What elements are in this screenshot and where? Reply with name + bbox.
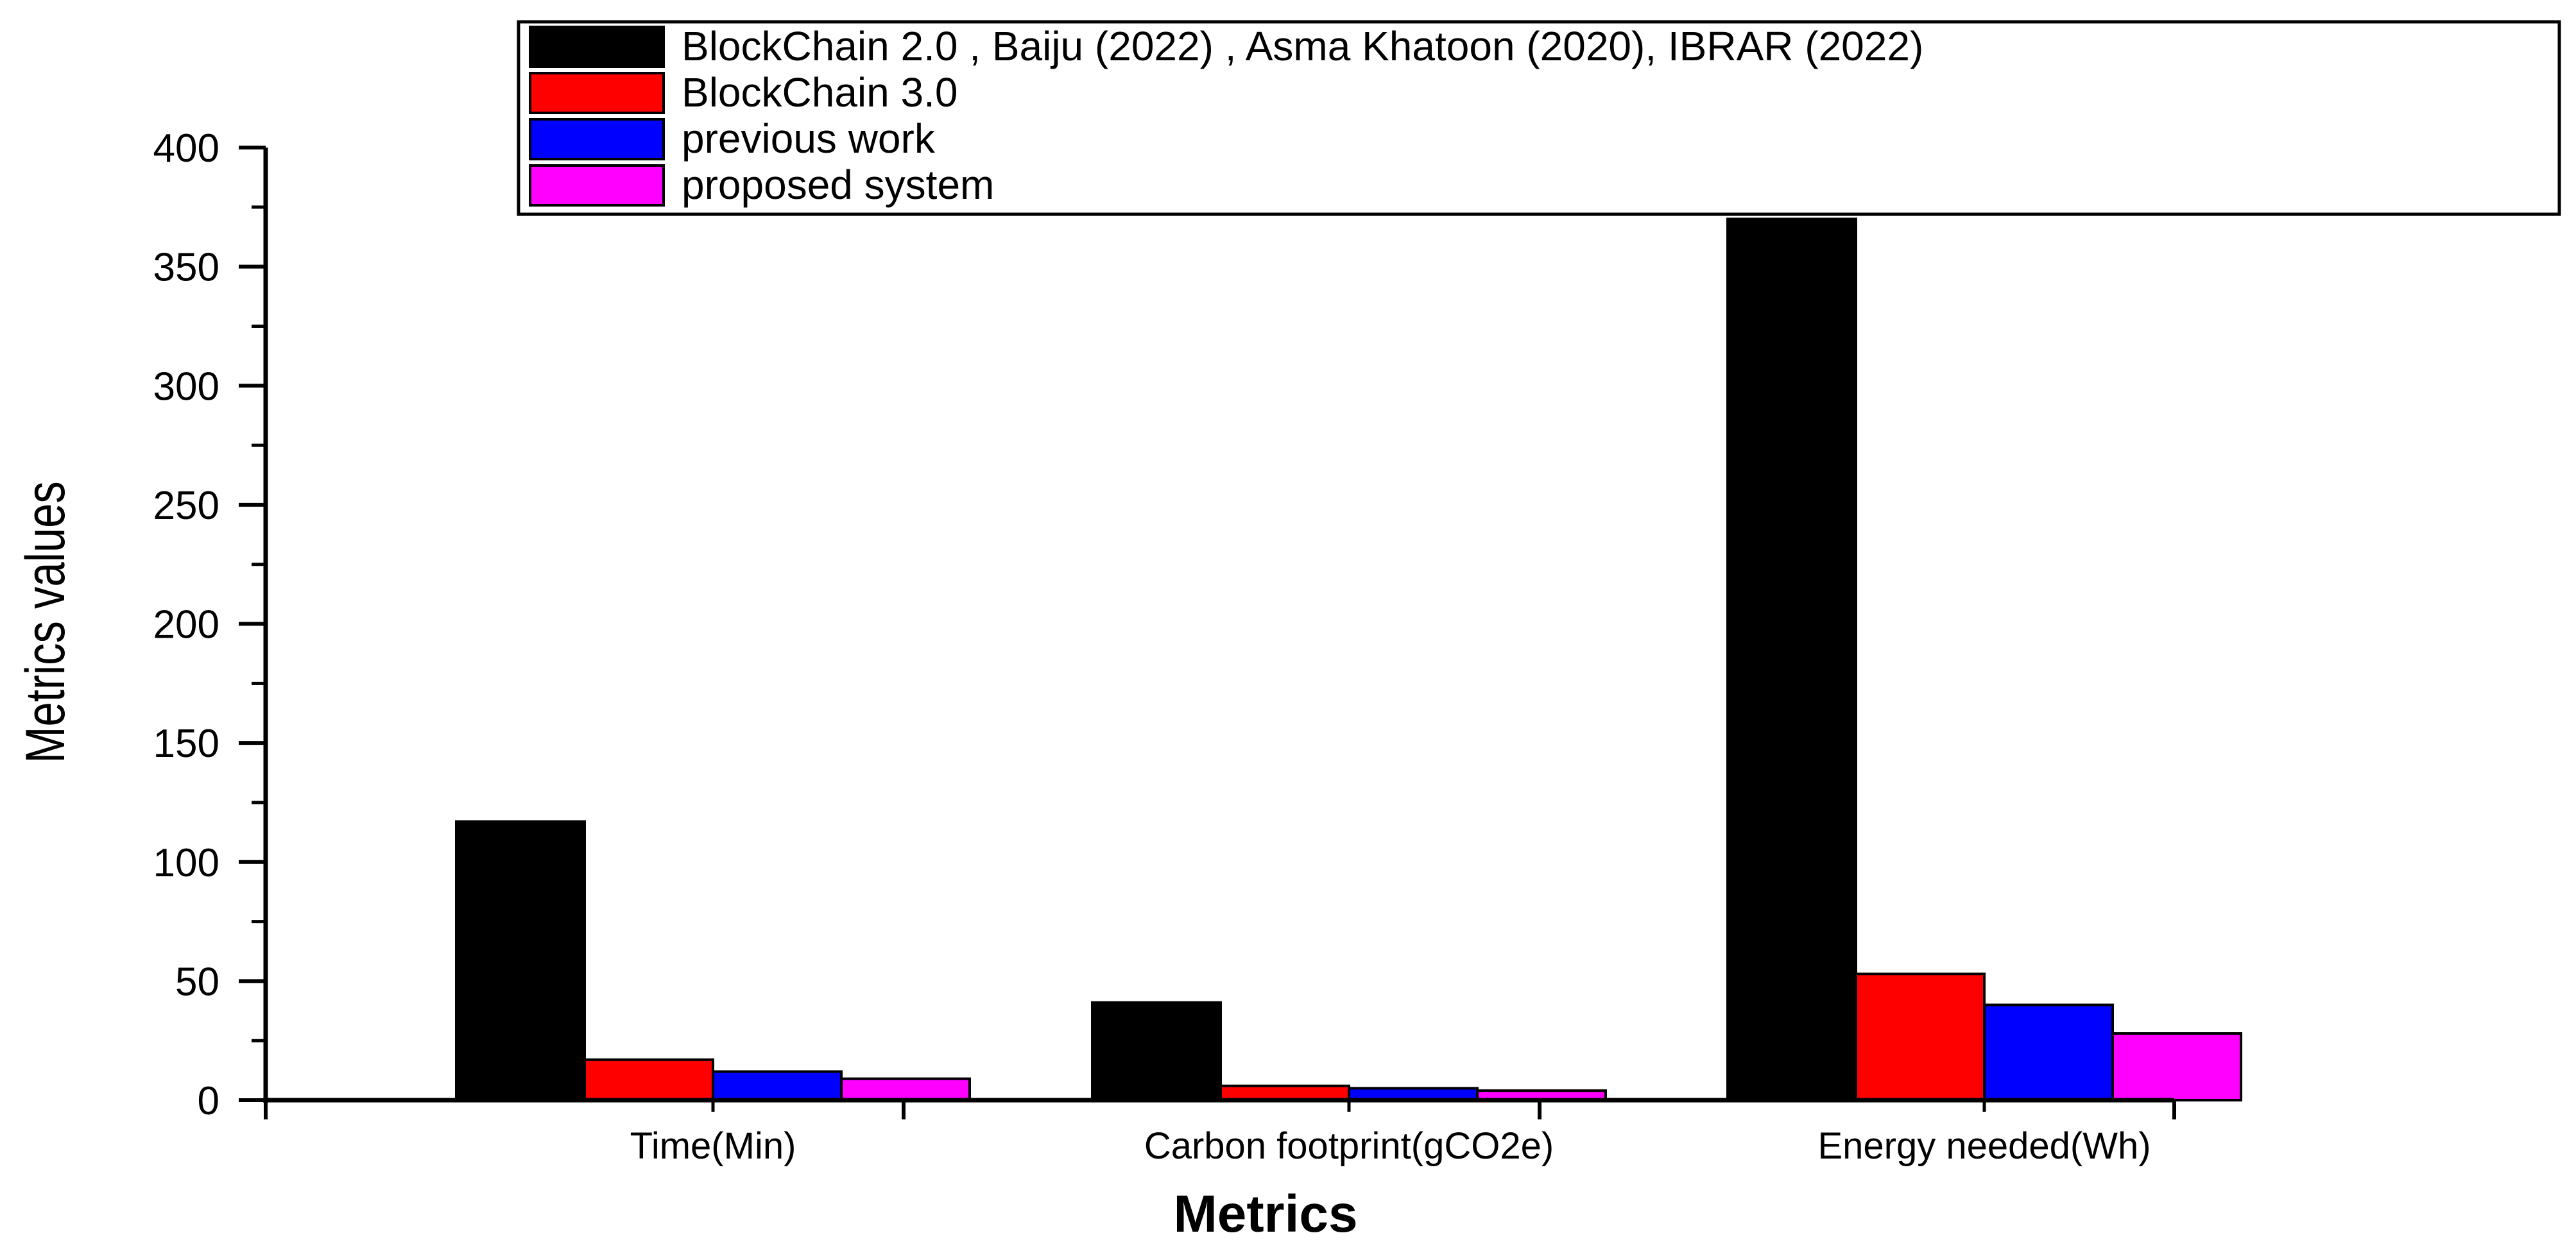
legend-label-2: BlockChain 3.0 bbox=[682, 69, 957, 115]
bar-series-2-cat-3 bbox=[1855, 973, 1986, 1102]
legend: BlockChain 2.0 , Baiju (2022) , Asma Kha… bbox=[517, 20, 2561, 216]
bar-series-3-cat-3 bbox=[1983, 1003, 2114, 1101]
x-category-label: Energy needed(Wh) bbox=[1817, 1125, 2151, 1167]
y-tick-label: 250 bbox=[153, 484, 219, 528]
y-tick-label: 100 bbox=[153, 841, 219, 885]
legend-label-3: previous work bbox=[682, 115, 936, 162]
bar-series-1-cat-3 bbox=[1726, 217, 1857, 1101]
y-tick-label: 400 bbox=[153, 126, 219, 171]
legend-label-1: BlockChain 2.0 , Baiju (2022) , Asma Kha… bbox=[682, 23, 1923, 69]
y-ticks-group: 0 50 100 150 200 250 300 350 400 bbox=[153, 126, 266, 1123]
y-tick-label: 50 bbox=[175, 960, 219, 1004]
legend-frame bbox=[517, 20, 2561, 216]
legend-swatch-3 bbox=[529, 118, 665, 160]
bar-series-1-cat-1 bbox=[455, 820, 586, 1101]
bar-series-4-cat-3 bbox=[2111, 1032, 2242, 1102]
x-ticks-group: Time(Min) Carbon footprint(gCO2e) Energy n… bbox=[264, 1100, 2176, 1167]
y-tick-label: 150 bbox=[153, 722, 219, 766]
legend-label-4: proposed system bbox=[682, 162, 994, 208]
bar-series-3-cat-1 bbox=[712, 1070, 843, 1101]
y-tick-label: 300 bbox=[153, 364, 219, 409]
x-category-label: Time(Min) bbox=[630, 1125, 796, 1167]
bar-series-1-cat-2 bbox=[1091, 1001, 1222, 1101]
legend-swatch-4 bbox=[529, 164, 665, 207]
x-category-label: Carbon footprint(gCO2e) bbox=[1144, 1125, 1554, 1167]
bar-series-4-cat-1 bbox=[840, 1077, 971, 1102]
y-tick-label: 0 bbox=[198, 1079, 219, 1123]
legend-swatch-2 bbox=[529, 72, 665, 114]
bars-group bbox=[455, 217, 2242, 1102]
y-tick-label: 200 bbox=[153, 603, 219, 647]
legend-swatch-1 bbox=[529, 26, 665, 68]
y-tick-label: 350 bbox=[153, 246, 219, 290]
bar-series-2-cat-1 bbox=[583, 1058, 714, 1101]
y-axis-title: Metrics values bbox=[15, 481, 76, 763]
x-axis-title: Metrics bbox=[1173, 1185, 1357, 1243]
